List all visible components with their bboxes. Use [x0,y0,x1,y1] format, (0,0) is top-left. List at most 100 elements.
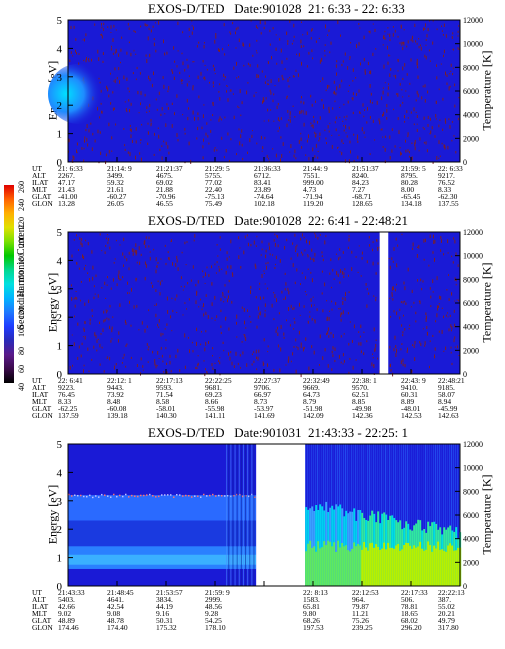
noise-speckle [89,318,91,322]
spectral-column [453,444,455,532]
noise-speckle [269,89,271,92]
spectral-column [347,550,350,586]
noise-speckle [343,272,345,276]
spectral-column [417,546,420,586]
noise-speckle [268,83,270,85]
noise-speckle [375,272,377,275]
noise-speckle [283,336,285,339]
noise-speckle [352,68,354,72]
noise-speckle [169,361,171,365]
noise-speckle [343,333,345,335]
noise-speckle [347,246,349,249]
noise-speckle [224,284,226,287]
noise-speckle [434,354,435,359]
spectral-column [359,545,362,586]
noise-speckle [302,253,304,256]
noise-speckle [311,345,313,349]
noise-speckle [429,365,430,369]
noise-speckle [147,142,149,145]
noise-speckle [324,54,326,57]
noise-speckle [196,45,198,48]
spectral-column [363,542,366,586]
noise-speckle [161,107,163,111]
noise-speckle [393,75,395,77]
noise-speckle [177,348,179,353]
noise-speckle [413,344,415,348]
noise-speckle [224,116,226,119]
spectral-column [313,444,315,511]
noise-speckle [378,118,380,122]
noise-speckle [360,350,362,354]
noise-speckle [145,236,147,239]
noise-speckle [156,365,158,367]
noise-speckle [341,312,343,315]
noise-speckle [309,315,311,318]
noise-speckle [307,320,309,324]
noise-speckle [204,282,206,284]
noise-speckle [143,241,145,245]
noise-speckle [159,148,161,152]
noise-speckle [138,246,140,250]
noise-speckle [203,138,204,142]
noise-speckle [301,251,302,254]
noise-speckle [177,139,179,142]
noise-speckle [328,317,330,321]
noise-speckle [300,344,302,349]
noise-speckle [285,296,286,300]
noise-speckle [202,270,204,273]
noise-speckle [359,27,361,29]
noise-speckle [289,119,291,123]
noise-speckle [358,331,360,333]
spectral-column [323,444,325,511]
ephemeris-value: 21:36:33 [254,164,281,173]
noise-speckle [236,336,238,338]
noise-speckle [329,51,331,54]
noise-speckle [369,71,371,74]
noise-speckle [340,318,342,322]
noise-speckle [334,359,336,363]
spectral-column [311,547,314,586]
noise-speckle [369,116,371,119]
noise-speckle [167,90,169,93]
noise-speckle [231,361,233,366]
noise-speckle [300,132,302,135]
noise-speckle [330,332,332,335]
noise-speckle [453,338,455,343]
noise-speckle [338,354,340,359]
noise-speckle [384,30,386,33]
noise-speckle [418,45,420,49]
ephemeris-value: 26.05 [107,199,124,208]
noise-speckle [412,242,414,247]
ephemeris-value: 21:59: 9 [205,588,230,597]
noise-speckle [252,54,254,57]
noise-speckle [286,95,288,98]
noise-speckle [283,78,285,80]
noise-speckle [153,153,155,156]
noise-speckle [82,254,83,259]
noise-speckle [78,267,80,270]
ephemeris-value: 142.09 [303,411,324,420]
spectral-column [353,542,356,586]
noise-speckle [435,118,437,120]
ephemeris-column: 21:59: 5 8795. 80.28 8.00 -65.45 134.18 [401,165,426,208]
noise-speckle [196,290,198,293]
noise-speckle [296,346,298,348]
spectral-column [449,543,452,586]
noise-speckle [87,272,89,274]
noise-speckle [314,320,316,324]
noise-speckle [351,97,353,100]
noise-speckle [255,296,257,299]
noise-speckle [78,53,80,55]
noise-speckle [98,57,100,61]
noise-speckle [314,155,316,159]
noise-speckle [402,363,404,367]
noise-speckle [423,258,425,261]
noise-speckle [97,129,99,134]
noise-speckle [296,268,298,272]
noise-speckle [132,252,134,256]
spectral-column [327,444,329,513]
noise-speckle [339,307,341,310]
noise-speckle [340,34,341,37]
noise-speckle [272,99,274,103]
